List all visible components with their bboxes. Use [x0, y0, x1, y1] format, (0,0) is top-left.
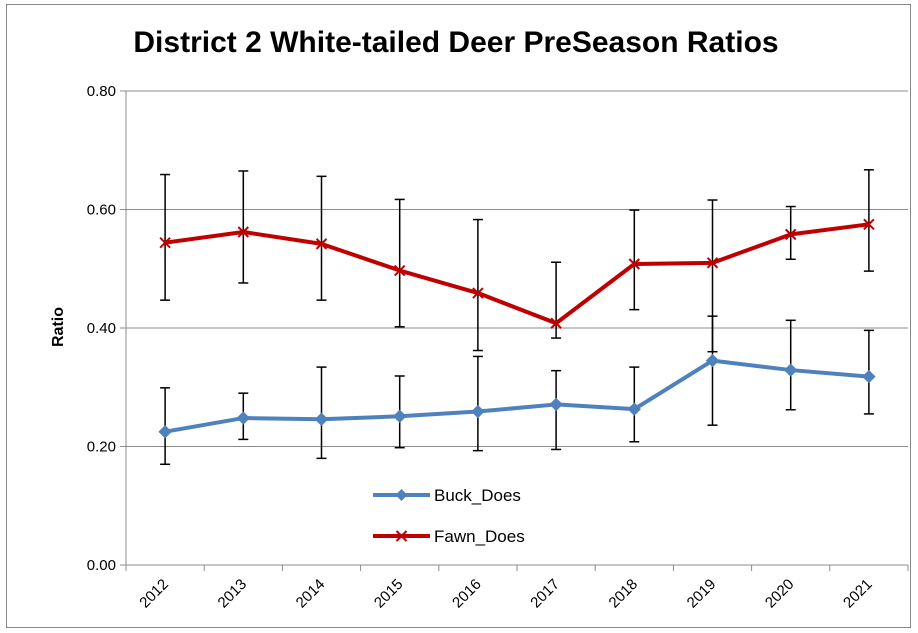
data-point-marker [627, 402, 642, 416]
data-point-marker [393, 264, 406, 277]
data-point-marker [863, 218, 875, 231]
x-tick-label: 2020 [762, 576, 798, 612]
y-tick-label: 0.20 [87, 439, 116, 456]
chart-title: District 2 White-tailed Deer PreSeason R… [133, 26, 778, 59]
data-point-marker [784, 228, 797, 241]
y-tick-label: 0.00 [87, 557, 116, 574]
data-point-marker [236, 411, 251, 425]
marker-stroke [393, 264, 406, 277]
legend-label: Buck_Does [434, 486, 521, 505]
data-point-marker [471, 404, 485, 419]
data-point-marker [862, 369, 876, 384]
y-tick-label: 0.60 [87, 202, 116, 219]
gridlines [126, 90, 908, 447]
marker-stroke [472, 287, 484, 299]
legend-item: Fawn_Does [373, 527, 525, 546]
x-tick-label: 2013 [215, 576, 251, 612]
data-point-marker [472, 287, 484, 299]
chart-frame [6, 4, 911, 628]
x-tick-label: 2016 [449, 576, 485, 612]
x-tick-label: 2017 [527, 576, 563, 612]
data-point-marker [159, 236, 171, 249]
marker-stroke [315, 238, 328, 250]
x-tick-label: 2021 [840, 576, 876, 612]
data-point-marker [705, 353, 720, 368]
data-point-marker [237, 226, 250, 238]
data-point-marker [158, 424, 172, 439]
legend-marker [395, 489, 408, 501]
data-point-marker [783, 363, 798, 377]
legend: Buck_Does Fawn_Does [373, 486, 525, 546]
x-tick-label: 2012 [136, 576, 172, 612]
legend-label: Fawn_Does [434, 527, 525, 546]
marker-stroke [159, 236, 171, 249]
marker-stroke [706, 257, 719, 269]
series-line-Buck_Does [164, 358, 870, 434]
data-point-marker [315, 238, 328, 250]
data-point-marker [628, 258, 641, 270]
marker-stroke [863, 218, 875, 231]
marker-stroke [237, 226, 250, 238]
legend-marker [395, 530, 408, 542]
data-point-marker [392, 409, 407, 423]
data-point-marker [314, 412, 329, 426]
data-point-marker [706, 257, 719, 269]
x-tick-label: 2019 [684, 576, 720, 612]
series-line-Fawn_Does [164, 222, 870, 326]
y-tick-label: 0.80 [87, 83, 116, 100]
x-tick-label: 2015 [371, 576, 407, 612]
x-tick-label: 2018 [606, 576, 642, 612]
marker-stroke [784, 228, 797, 241]
data-point-marker [549, 397, 563, 412]
marker-stroke [628, 258, 641, 270]
legend-item: Buck_Does [373, 486, 521, 505]
y-axis-label: Ratio [50, 307, 67, 347]
x-tick-label: 2014 [293, 576, 329, 612]
data-point-marker [550, 317, 562, 329]
y-tick-label: 0.40 [87, 320, 116, 337]
marker-stroke [550, 317, 562, 329]
series-lines [164, 222, 870, 434]
series-markers [158, 218, 876, 439]
